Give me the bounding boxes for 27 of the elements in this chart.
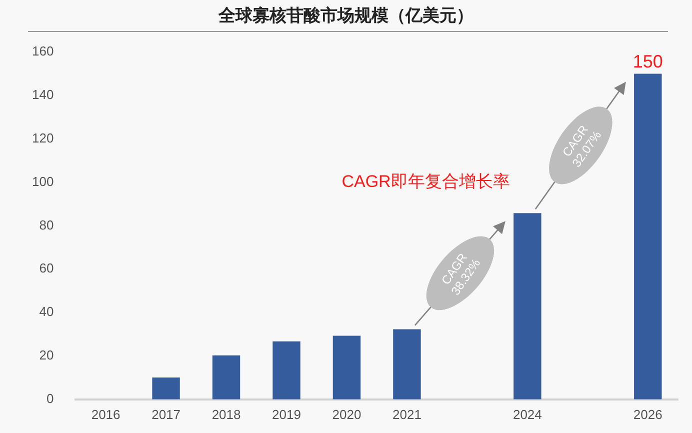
x-tick-label: 2024 <box>512 406 542 422</box>
y-tick-label: 0 <box>46 390 54 406</box>
x-tick-label: 2019 <box>272 406 301 422</box>
x-tick-label: 2021 <box>392 406 422 422</box>
x-tick-label: 2026 <box>633 406 662 422</box>
x-tick-label: 2016 <box>91 406 120 422</box>
y-tick-label: 20 <box>39 348 54 363</box>
bar <box>393 329 421 400</box>
y-tick-label: 140 <box>32 87 54 102</box>
y-tick-label: 40 <box>39 304 54 320</box>
bar <box>634 74 662 400</box>
y-tick-label: 160 <box>32 44 54 59</box>
chart-title: 全球寡核苷酸市场规模（亿美元） <box>217 5 474 27</box>
bar <box>272 341 300 400</box>
data-label: 150 <box>632 52 663 72</box>
y-tick-label: 80 <box>39 217 54 232</box>
y-tick-label: 120 <box>32 130 54 146</box>
y-tick-label: 100 <box>32 174 54 189</box>
bar <box>212 355 240 400</box>
x-tick-label: 2018 <box>212 406 241 422</box>
bar <box>514 213 542 400</box>
x-tick-label: 2017 <box>152 406 180 422</box>
x-tick-label: 2020 <box>332 406 362 422</box>
annotation: CAGR即年复合增长率 <box>342 171 510 194</box>
y-tick-label: 60 <box>39 260 54 276</box>
bar <box>152 377 180 400</box>
bar <box>332 336 361 400</box>
